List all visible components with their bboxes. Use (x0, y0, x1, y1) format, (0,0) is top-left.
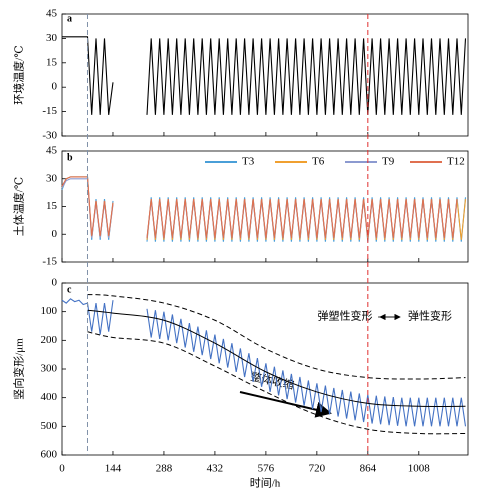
x-tick-label: 144 (105, 463, 122, 475)
y-axis-label: 环境温度/℃ (12, 45, 26, 104)
data-line (62, 36, 467, 115)
x-axis-label: 时间/h (250, 477, 281, 490)
x-tick-label: 288 (156, 463, 173, 475)
y-tick-label: 0 (52, 228, 58, 240)
fit-curve (87, 309, 466, 407)
y-tick-label: 300 (41, 363, 58, 375)
x-tick-label: 432 (207, 463, 224, 475)
y-tick-label: 0 (52, 81, 58, 93)
x-tick-label: 576 (258, 463, 275, 475)
y-tick-label: -30 (42, 130, 57, 142)
data-line (61, 298, 467, 427)
legend-label: T12 (447, 156, 465, 168)
y-tick-label: 30 (46, 172, 58, 184)
annotation: 弹性变形 (408, 309, 452, 323)
x-tick-label: 0 (59, 463, 65, 475)
legend-label: T6 (312, 156, 325, 168)
y-tick-label: 45 (46, 8, 58, 20)
x-tick-label: 864 (360, 463, 377, 475)
plot-frame (61, 13, 469, 137)
legend-label: T3 (242, 156, 255, 168)
data-line (61, 178, 458, 238)
y-tick-label: 200 (41, 334, 58, 346)
data-line (61, 176, 458, 238)
annotation: 弹塑性变形 (318, 309, 373, 323)
y-tick-label: 400 (41, 391, 58, 403)
y-axis-label: 土体温度/℃ (12, 177, 26, 236)
fit-curve (87, 293, 466, 380)
y-tick-label: 15 (46, 56, 58, 68)
y-tick-label: -15 (42, 105, 57, 117)
panel-label: b (67, 152, 73, 163)
y-tick-label: 100 (41, 305, 58, 317)
y-axis-label: 竖向变形/μm (12, 338, 26, 400)
arrow (239, 391, 332, 418)
panel-label: a (67, 13, 72, 24)
x-tick-label: 720 (309, 463, 326, 475)
y-tick-label: 30 (46, 32, 58, 44)
y-tick-label: -15 (42, 256, 57, 268)
y-tick-label: 45 (46, 145, 58, 157)
legend-label: T9 (382, 156, 395, 168)
x-tick-label: 1008 (408, 463, 431, 475)
y-tick-label: 600 (41, 449, 58, 461)
y-tick-label: 500 (41, 420, 58, 432)
y-tick-label: 0 (52, 277, 58, 289)
y-tick-label: 15 (46, 200, 58, 212)
panel-label: c (67, 284, 72, 295)
